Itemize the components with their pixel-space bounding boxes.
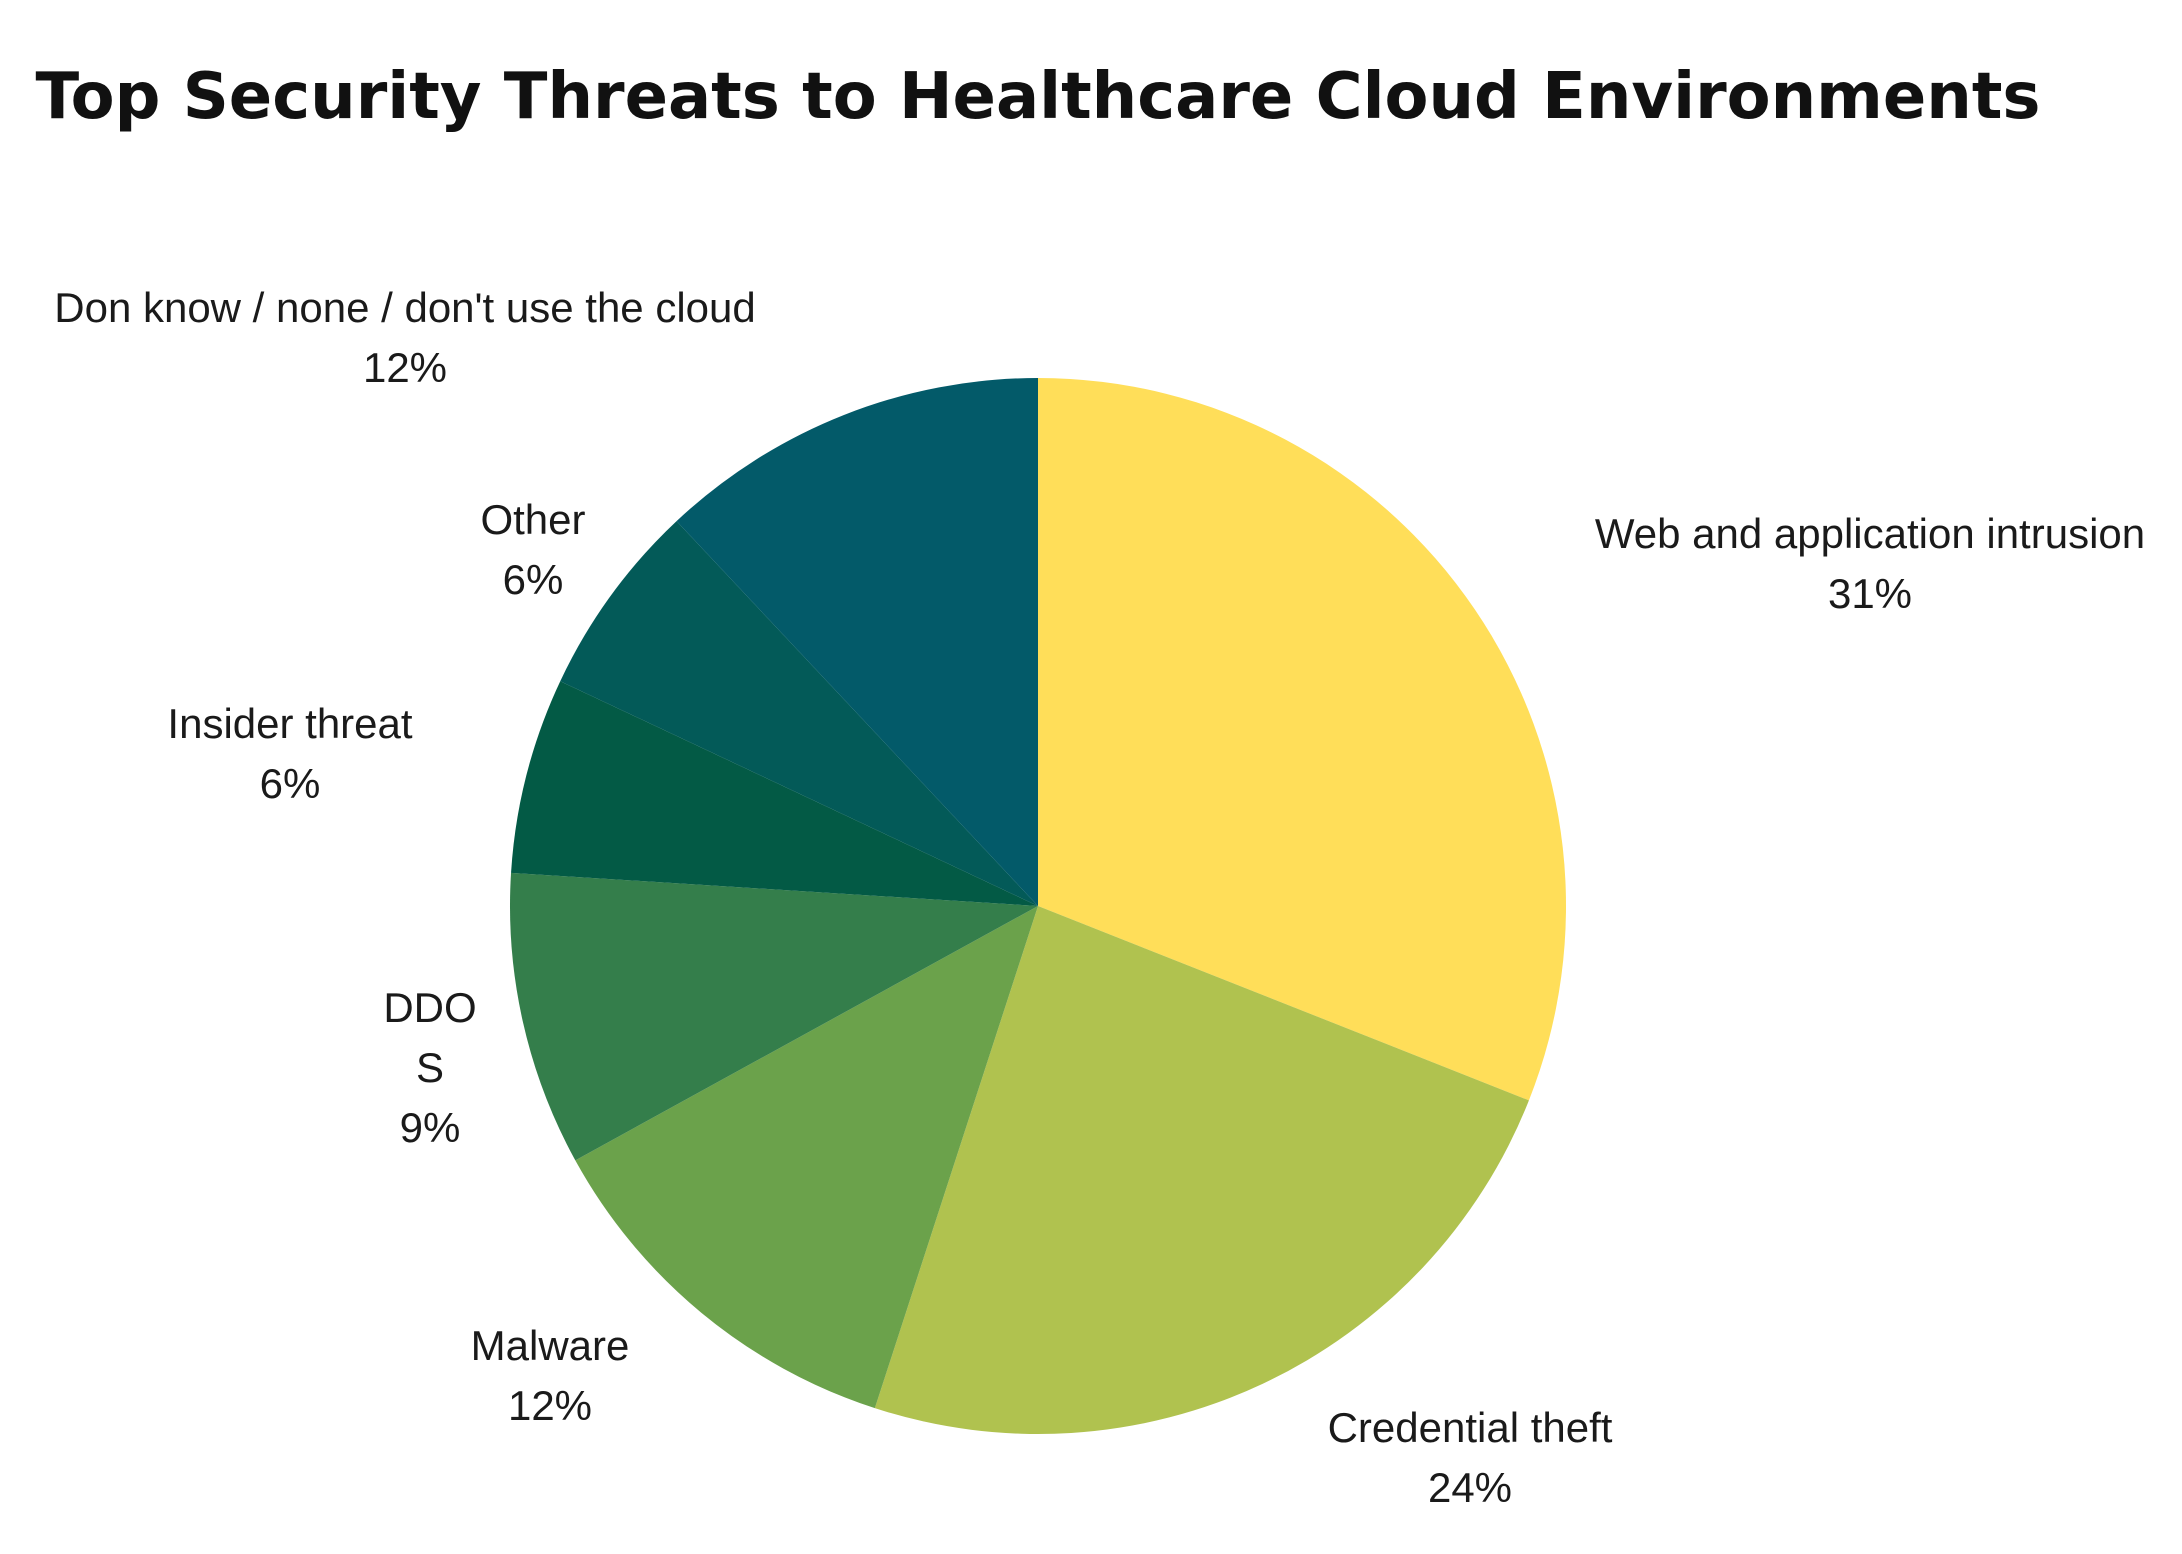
- pie-slice-don-know-none-don-t-use-the-cloud: [676, 378, 1038, 906]
- slice-label-insider-threat: Insider threat 6%: [167, 700, 412, 807]
- slice-value-label: 9%: [400, 1104, 461, 1151]
- slice-category-label: S: [416, 1044, 444, 1091]
- slice-value-label: 6%: [503, 556, 564, 603]
- pie-slices: [510, 378, 1567, 1434]
- slice-category-label: Malware: [471, 1322, 630, 1369]
- slice-label-other: Other 6%: [480, 496, 585, 603]
- pie-slice-other: [560, 521, 1038, 906]
- slice-label-web-and-application-intrusion: Web and application intrusion 31%: [1595, 510, 2145, 617]
- slice-category-label: Web and application intrusion: [1595, 510, 2145, 557]
- slice-label-credential-theft: Credential theft 24%: [1328, 1404, 1613, 1511]
- slice-category-label: Other: [480, 496, 585, 543]
- slice-value-label: 31%: [1828, 570, 1912, 617]
- pie-slice-ddos: [510, 872, 1039, 1161]
- slice-label-don-know-none-don-t-use-the-cloud: Don know / none / don't use the cloud 12%: [54, 284, 756, 391]
- slice-category-label: Credential theft: [1328, 1404, 1613, 1451]
- slice-value-label: 6%: [260, 760, 321, 807]
- slice-value-label: 12%: [363, 344, 447, 391]
- pie-labels: Web and application intrusion 31% Credenti…: [54, 284, 2145, 1511]
- pie-slice-malware: [575, 906, 1038, 1409]
- chart-title: Top Security Threats to Healthcare Cloud…: [35, 60, 2040, 134]
- pie-slice-credential-theft: [874, 906, 1529, 1434]
- slice-value-label: 12%: [508, 1382, 592, 1429]
- slice-category-label: Insider threat: [167, 700, 412, 747]
- slice-category-label: Don know / none / don't use the cloud: [54, 284, 756, 331]
- slice-category-label: DDO: [383, 984, 476, 1031]
- pie-slice-web-and-application-intrusion: [1038, 378, 1567, 1101]
- pie-slice-insider-threat: [511, 681, 1039, 906]
- slice-label-ddos: DDO S 9%: [383, 984, 476, 1151]
- slice-value-label: 24%: [1428, 1464, 1512, 1511]
- slice-label-malware: Malware 12%: [471, 1322, 630, 1429]
